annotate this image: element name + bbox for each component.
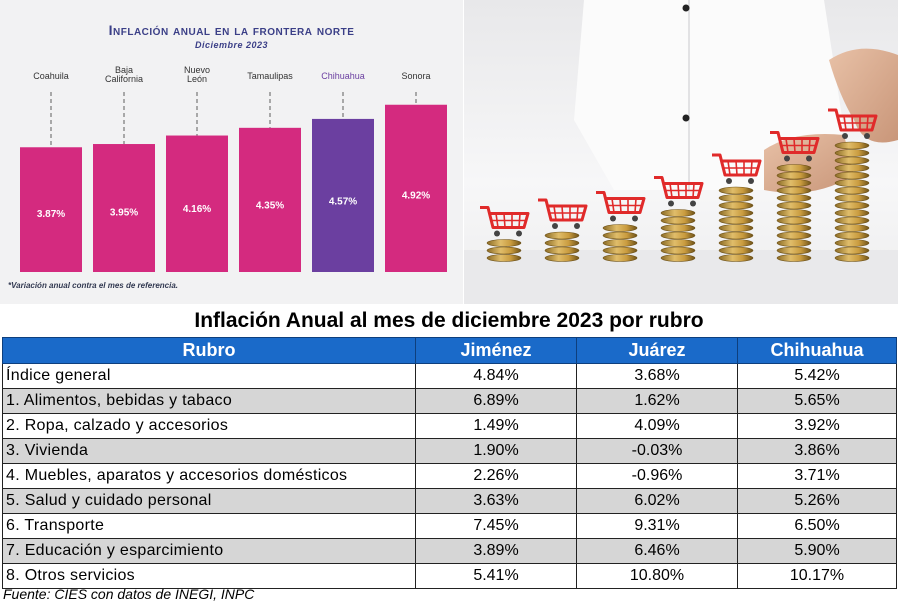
table-title: Inflación Anual al mes de diciembre 2023… [194, 309, 704, 332]
chart-footnote: *Variación anual contra el mes de refere… [8, 281, 178, 290]
shopping-cart-icon [654, 176, 704, 207]
bar [385, 104, 447, 273]
table-row: Índice general 4.84% 3.68% 5.42% [2, 363, 897, 389]
table-cell-value: 3.71% [737, 463, 897, 489]
table-cell-rubro: 8. Otros servicios [2, 563, 416, 589]
inflation-table-panel: Inflación Anual al mes de diciembre 2023… [0, 304, 898, 602]
bar [166, 135, 228, 272]
table-cell-value: 4.84% [415, 363, 577, 389]
bar [239, 127, 301, 272]
table-cell-value: 3.86% [737, 438, 897, 464]
table-cell-rubro: 7. Educación y esparcimiento [2, 538, 416, 564]
value-label: 4.92% [402, 190, 430, 201]
bar [93, 144, 155, 272]
table-cell-rubro: Índice general [2, 363, 416, 389]
table-cell-value: 6.50% [737, 513, 897, 539]
column-header-juarez: Juárez [576, 337, 738, 364]
table-cell-value: -0.03% [576, 438, 738, 464]
chart-subtitle: Diciembre 2023 [194, 40, 269, 50]
value-label: 4.16% [183, 204, 211, 215]
table-cell-value: -0.96% [576, 463, 738, 489]
table-cell-value: 7.45% [415, 513, 577, 539]
value-label: 4.57% [329, 197, 357, 208]
shopping-cart-icon [538, 198, 588, 229]
value-label: 3.95% [110, 208, 138, 219]
chart-title: Inflación anual en la frontera norte [108, 22, 355, 38]
table-row: 6. Transporte 7.45% 9.31% 6.50% [2, 513, 897, 539]
bar [312, 118, 374, 272]
table-row: 3. Vivienda 1.90% -0.03% 3.86% [2, 438, 897, 464]
table-cell-value: 1.62% [576, 388, 738, 414]
category-label: Nuevo León [184, 65, 210, 84]
table-header-row: Rubro Jiménez Juárez Chihuahua [2, 337, 897, 364]
chart-panel: Inflación anual en la frontera norte Dic… [0, 0, 463, 304]
table-row: 5. Salud y cuidado personal 3.63% 6.02% 5.2… [2, 488, 897, 514]
table-cell-rubro: 2. Ropa, calzado y accesorios [2, 413, 416, 439]
table-cell-value: 3.68% [576, 363, 738, 389]
table-cell-rubro: 1. Alimentos, bebidas y tabaco [2, 388, 416, 414]
bar-chart: Coahuila 3.87% Baja California 3.95% Nuevo Leó… [20, 65, 447, 273]
inflation-table: Rubro Jiménez Juárez Chihuahua Índice ge… [2, 337, 897, 589]
table-cell-rubro: 5. Salud y cuidado personal [2, 488, 416, 514]
table-cell-value: 1.49% [415, 413, 577, 439]
category-label: Baja California [105, 65, 143, 84]
table-row: 1. Alimentos, bebidas y tabaco 6.89% 1.62%… [2, 388, 897, 414]
table-row: 2. Ropa, calzado y accesorios 1.49% 4.09% 3… [2, 413, 897, 439]
column-header-rubro: Rubro [2, 337, 416, 364]
table-cell-value: 3.92% [737, 413, 897, 439]
table-cell-value: 5.41% [415, 563, 577, 589]
column-header-jimenez: Jiménez [415, 337, 577, 364]
table-cell-rubro: 4. Muebles, aparatos y accesorios domést… [2, 463, 416, 489]
table-cell-value: 9.31% [576, 513, 738, 539]
table-row: 4. Muebles, aparatos y accesorios domést… [2, 463, 897, 489]
photo-coins-carts [464, 0, 898, 304]
table-cell-value: 5.65% [737, 388, 897, 414]
table-cell-value: 6.46% [576, 538, 738, 564]
table-source: Fuente: CIES con datos de INEGI, INPC [3, 586, 255, 602]
table-cell-value: 4.09% [576, 413, 738, 439]
table-cell-value: 2.26% [415, 463, 577, 489]
bar [20, 147, 82, 272]
table-row: 8. Otros servicios 5.41% 10.80% 10.17% [2, 563, 897, 589]
table-cell-value: 10.80% [576, 563, 738, 589]
table-cell-value: 6.02% [576, 488, 738, 514]
shopping-cart-icon [828, 108, 878, 139]
table-row: 7. Educación y esparcimiento 3.89% 6.46% 5.… [2, 538, 897, 564]
table-cell-value: 5.26% [737, 488, 897, 514]
shopping-cart-icon [596, 191, 646, 222]
table-cell-value: 5.90% [737, 538, 897, 564]
shopping-cart-icon [770, 131, 820, 162]
value-label: 3.87% [37, 209, 65, 220]
table-cell-value: 1.90% [415, 438, 577, 464]
shopping-cart-icon [712, 153, 762, 184]
table-cell-value: 3.89% [415, 538, 577, 564]
category-label: Chihuahua [321, 71, 365, 81]
table-cell-value: 3.63% [415, 488, 577, 514]
shopping-cart-icon [480, 206, 530, 237]
category-label: Coahuila [33, 71, 69, 81]
table-cell-rubro: 3. Vivienda [2, 438, 416, 464]
table-cell-rubro: 6. Transporte [2, 513, 416, 539]
photo-illustration [464, 0, 898, 304]
value-label: 4.35% [256, 201, 284, 212]
table-cell-value: 10.17% [737, 563, 897, 589]
table-cell-value: 5.42% [737, 363, 897, 389]
column-header-chihuahua: Chihuahua [737, 337, 897, 364]
category-label: Sonora [401, 71, 430, 81]
category-label: Tamaulipas [247, 71, 293, 81]
table-cell-value: 6.89% [415, 388, 577, 414]
